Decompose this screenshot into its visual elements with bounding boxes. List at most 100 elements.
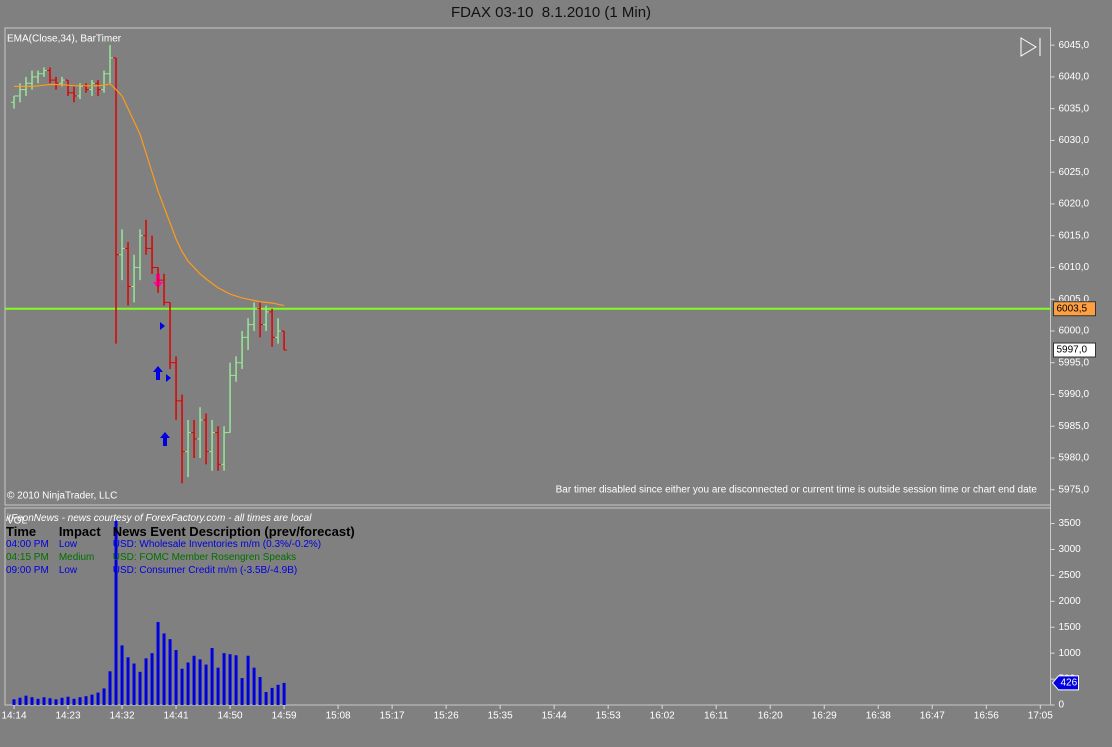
x-tick-label: 14:32	[110, 711, 135, 722]
volume-bar	[78, 697, 82, 705]
last-price-label: 5997,0	[1057, 345, 1088, 356]
price-line-box	[1053, 301, 1096, 317]
news-body: 04:00 PM Low USD: Wholesale Inventories m/…	[6, 538, 367, 577]
price-line-label: 6003,5	[1057, 303, 1088, 314]
y-tick-label: 5990,0	[1059, 389, 1090, 400]
y-tick-label: 5995,0	[1059, 357, 1090, 368]
x-tick-label: 15:26	[434, 711, 459, 722]
y-tick-label: 5980,0	[1059, 453, 1090, 464]
volume-bar	[240, 678, 244, 705]
y-tick-label: 5985,0	[1059, 421, 1090, 432]
y-tick-label: 6045,0	[1059, 40, 1090, 51]
x-tick-label: 16:56	[974, 711, 999, 722]
news-header: Time	[6, 524, 37, 539]
y-tick-label: 6000,0	[1059, 326, 1090, 337]
buy-arrow	[160, 432, 170, 446]
last-volume-box	[1051, 675, 1079, 691]
y-tick-label: 6005,0	[1059, 294, 1090, 305]
y-tick-label: 0	[1059, 700, 1065, 711]
volume-bar	[120, 645, 124, 705]
y-tick-label: 6010,0	[1059, 262, 1090, 273]
y-tick-label: 6025,0	[1059, 167, 1090, 178]
y-tick-label: 6020,0	[1059, 199, 1090, 210]
play-button[interactable]	[1020, 37, 1041, 57]
volume-bar	[246, 655, 250, 705]
y-tick-label: 2500	[1059, 570, 1082, 581]
indicator-label: EMA(Close,34), BarTimer	[7, 34, 122, 45]
news-source: itFeonNews - news courtesy of ForexFacto…	[6, 513, 312, 524]
volume-bar	[198, 659, 202, 705]
news-cell: 09:00 PM	[6, 565, 49, 576]
ema-line	[14, 83, 285, 307]
volume-bar	[174, 650, 178, 705]
volume-bar	[66, 696, 70, 705]
volume-bar	[30, 697, 34, 705]
volume-bar	[24, 695, 28, 705]
volume-bar	[150, 653, 154, 705]
x-tick-label: 14:14	[1, 711, 26, 722]
news-cell: Low	[58, 539, 78, 550]
news-header-row: Time Impact News Event Description (prev/f…	[6, 525, 367, 538]
volume-bar	[132, 663, 136, 705]
y-tick-label: 1000	[1059, 648, 1082, 659]
news-table: Time Impact News Event Description (prev/f…	[6, 525, 367, 577]
news-panel: itFeonNews - news courtesy of ForexFacto…	[6, 512, 367, 577]
volume-bar	[216, 667, 220, 705]
x-tick-label: 15:44	[542, 711, 567, 722]
volume-bar	[204, 664, 208, 705]
volume-bar	[138, 671, 142, 705]
volume-bar	[252, 667, 256, 705]
x-tick-label: 16:20	[758, 711, 783, 722]
volume-bar	[36, 698, 40, 705]
news-row: 04:15 PM Medium USD: FOMC Member Rosengren…	[6, 551, 367, 564]
y-tick-label: 3000	[1059, 544, 1082, 555]
last-volume-label: 426	[1061, 678, 1078, 689]
news-cell: Medium	[58, 552, 95, 563]
volume-bar	[222, 653, 226, 705]
volume-bar	[96, 692, 100, 705]
news-row: 04:00 PM Low USD: Wholesale Inventories m/…	[6, 538, 367, 551]
y-tick-label: 3500	[1059, 518, 1082, 529]
volume-bar	[276, 684, 280, 705]
volume-bar	[12, 699, 16, 705]
chart-title: FDAX 03-10 8.1.2010 (1 Min)	[451, 4, 651, 21]
news-row: 09:00 PM Low USD: Consumer Credit m/m (-3.…	[6, 564, 367, 577]
copyright: © 2010 NinjaTrader, LLC	[7, 491, 117, 502]
volume-bar	[192, 655, 196, 705]
volume-bar	[228, 654, 232, 705]
bar-timer-note: Bar timer disabled since either you are …	[556, 485, 1038, 496]
x-tick-label: 16:38	[866, 711, 891, 722]
volume-bar	[186, 662, 190, 705]
marker	[160, 322, 165, 330]
news-cell: USD: FOMC Member Rosengren Speaks	[112, 552, 297, 563]
news-cell: Low	[58, 565, 78, 576]
news-cell: 04:00 PM	[6, 539, 49, 550]
x-tick-label: 14:59	[272, 711, 297, 722]
x-tick-label: 14:41	[164, 711, 189, 722]
volume-bar	[102, 688, 106, 705]
news-cell: USD: Wholesale Inventories m/m (0.3%/-0.…	[112, 539, 322, 550]
x-tick-label: 15:08	[326, 711, 351, 722]
volume-bar	[180, 668, 184, 705]
volume-bar	[126, 657, 130, 705]
x-tick-label: 17:05	[1028, 711, 1053, 722]
volume-bar	[264, 692, 268, 705]
volume-bar	[42, 697, 46, 705]
play-icon[interactable]	[1020, 37, 1037, 57]
x-tick-label: 16:02	[650, 711, 675, 722]
volume-bar	[156, 622, 160, 705]
volume-bar	[258, 677, 262, 705]
y-tick-label: 2000	[1059, 596, 1082, 607]
x-tick-label: 16:47	[920, 711, 945, 722]
volume-label: VOL	[7, 516, 27, 527]
volume-bar	[90, 694, 94, 705]
x-tick-label: 16:11	[704, 711, 729, 722]
volume-bar	[144, 658, 148, 705]
x-tick-label: 14:23	[56, 711, 81, 722]
volume-bar	[84, 696, 88, 705]
y-tick-label: 6030,0	[1059, 135, 1090, 146]
x-tick-label: 15:35	[488, 711, 513, 722]
news-header: Impact	[58, 524, 101, 539]
